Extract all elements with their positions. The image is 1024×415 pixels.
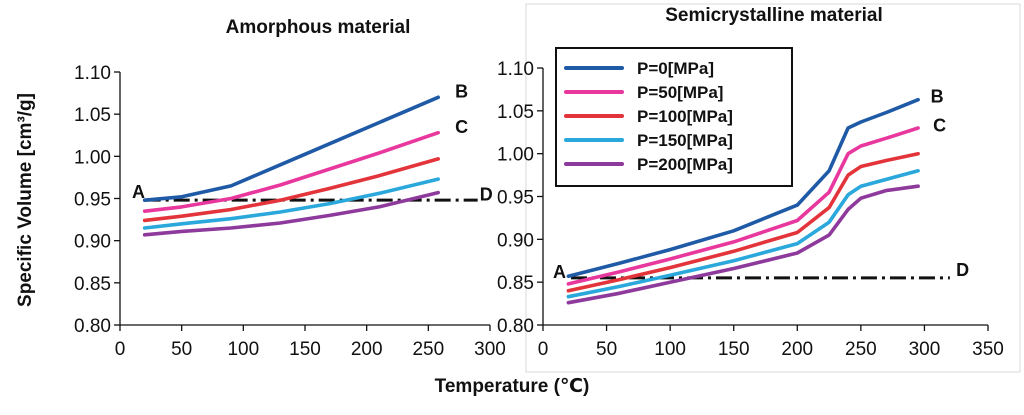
y-axis-label: Specific Volume [cm³/g] (15, 93, 36, 307)
x-tick-label: 200 (781, 339, 813, 360)
series-line-p-100-mpa- (566, 151, 920, 293)
y-tick-label: 1.00 (497, 145, 534, 166)
legend-label: P=200[MPa] (637, 155, 733, 174)
x-tick-label: 50 (171, 339, 192, 360)
legend-label: P=100[MPa] (637, 107, 733, 126)
series-line-p-50-mpa- (142, 130, 441, 213)
x-tick-label: 150 (289, 339, 321, 360)
y-tick-label: 1.00 (74, 147, 111, 168)
point-label-a: A (553, 262, 566, 282)
series-line-p-50-mpa- (566, 126, 920, 286)
series-line-p-200-mpa- (566, 184, 920, 305)
series-line-p-150-mpa- (142, 177, 441, 230)
y-tick-label: 0.95 (74, 190, 111, 211)
y-tick-label: 0.90 (497, 230, 534, 251)
legend: P=0[MPa] P=50[MPa] P=100[MPa] P=150[MPa] P=2… (555, 47, 793, 187)
series-line-p-0-mpa- (566, 97, 920, 279)
point-label-b: B (455, 81, 468, 101)
point-label-b: B (931, 86, 944, 106)
point-label-a: A (132, 182, 145, 202)
legend-label: P=150[MPa] (637, 131, 733, 150)
y-tick-label: 1.10 (497, 59, 534, 80)
y-tick-label: 1.10 (74, 63, 111, 84)
x-tick-label: 250 (845, 339, 877, 360)
panel-title-amorphous: Amorphous material (226, 17, 411, 38)
panel-semicrystalline: Semicrystalline material 0.80 0.85 0.90 0.9… (497, 5, 1004, 360)
y-tick-label: 0.80 (497, 316, 534, 337)
point-label-d: D (480, 184, 493, 204)
y-tick-label: 0.85 (74, 274, 111, 295)
series-line-p-150-mpa- (566, 169, 920, 299)
y-tick-label: 0.90 (74, 232, 111, 253)
y-tick-label: 1.05 (74, 105, 111, 126)
legend-label: P=50[MPa] (637, 83, 723, 102)
point-label-c: C (933, 115, 946, 135)
x-tick-label: 150 (718, 339, 750, 360)
x-tick-label: 0 (538, 339, 549, 360)
x-tick-label: 100 (654, 339, 686, 360)
x-tick-label: 250 (412, 339, 444, 360)
series-line-p-0-mpa- (142, 95, 441, 202)
point-label-c: C (455, 117, 468, 137)
y-tick-label: 0.95 (497, 188, 534, 209)
x-axis-label: Temperature (℃) (435, 376, 590, 397)
series-line-p-100-mpa- (142, 157, 441, 223)
panel-title-semicrystalline: Semicrystalline material (665, 5, 883, 26)
x-tick-label: 350 (972, 339, 1004, 360)
x-tick-label: 300 (909, 339, 941, 360)
point-label-d: D (956, 260, 969, 280)
x-tick-label: 200 (351, 339, 383, 360)
y-tick-label: 0.85 (497, 273, 534, 294)
y-tick-label: 1.05 (497, 102, 534, 123)
x-tick-label: 0 (115, 339, 126, 360)
x-tick-label: 300 (474, 339, 506, 360)
panel-amorphous: Amorphous material 0.80 0.85 0.90 0.95 1.00 1… (74, 17, 506, 360)
y-tick-label: 0.80 (74, 316, 111, 337)
x-tick-label: 100 (227, 339, 259, 360)
legend-label: P=0[MPa] (637, 59, 714, 78)
x-tick-label: 50 (596, 339, 617, 360)
series-line-p-200-mpa- (142, 190, 441, 237)
right-panel-frame (525, 3, 1021, 373)
